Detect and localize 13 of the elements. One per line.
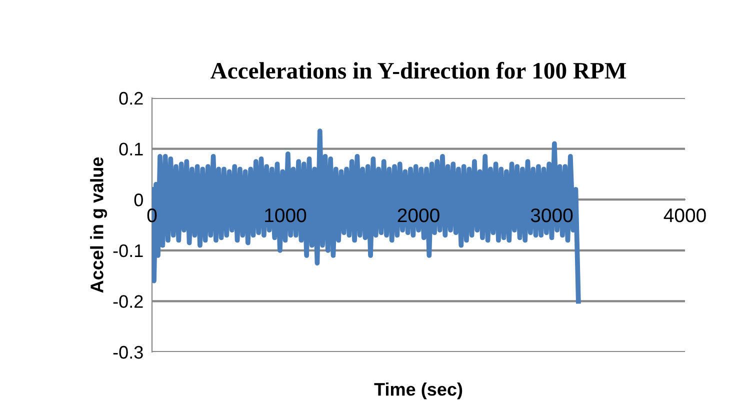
y-tick-label: -0.1 xyxy=(113,244,143,258)
x-tick-label: 4000 xyxy=(664,208,706,222)
y-tick-label: 0 xyxy=(134,194,143,206)
y-tick-label: -0.2 xyxy=(113,295,143,308)
chart-title: Accelerations in Y-direction for 100 RPM xyxy=(210,62,626,79)
x-tick-label: 3000 xyxy=(530,208,573,222)
y-tick-label: -0.3 xyxy=(113,346,143,359)
x-axis-title: Time (sec) xyxy=(374,382,462,400)
y-tick-label: 0.2 xyxy=(119,92,143,105)
y-axis-title: Accel in g value xyxy=(90,157,107,293)
y-tick-label: 0.1 xyxy=(119,142,143,156)
x-tick-label: 2000 xyxy=(398,208,440,222)
x-tick-label: 1000 xyxy=(265,208,306,222)
